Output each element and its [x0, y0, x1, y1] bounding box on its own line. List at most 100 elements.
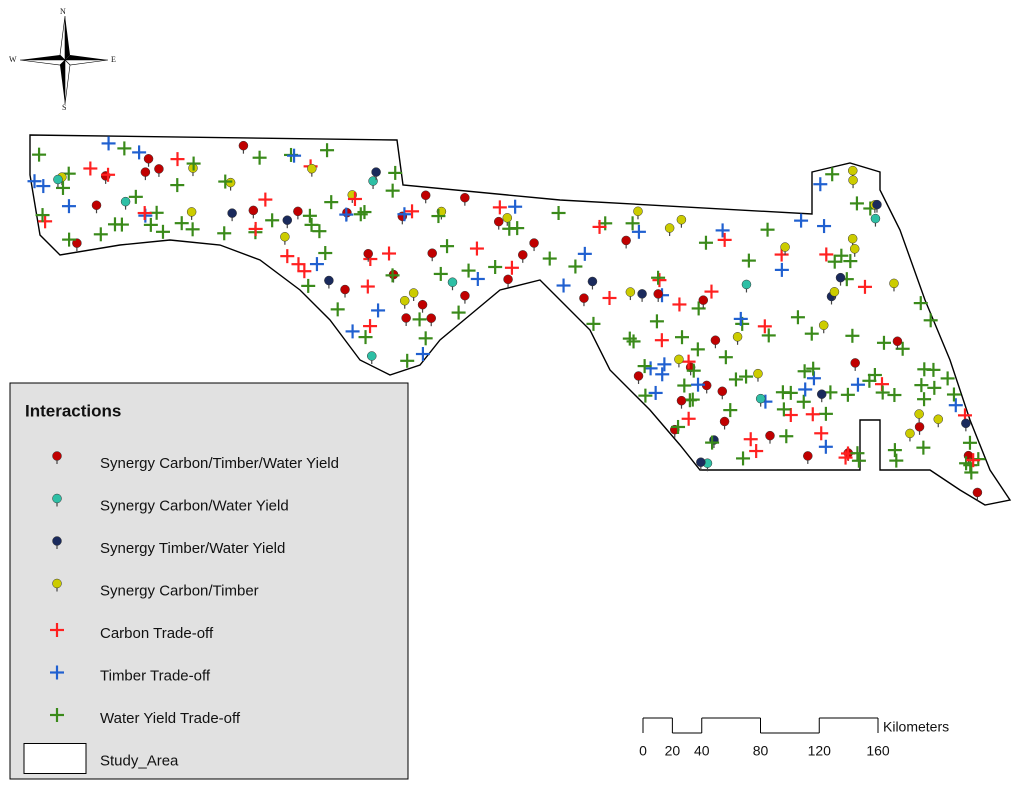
legend-label: Synergy Carbon/Water Yield [100, 497, 289, 514]
pin-head [961, 418, 971, 429]
markers [27, 136, 986, 501]
scale-label: 20 [665, 743, 681, 759]
pin-head [140, 167, 151, 177]
pin-head [282, 215, 293, 225]
legend-label: Synergy Timber/Water Yield [100, 540, 285, 557]
legend-label: Synergy Carbon/Timber [100, 582, 259, 599]
pin-head [52, 451, 62, 461]
legend-label: Carbon Trade-off [100, 625, 214, 642]
pin-head [848, 175, 858, 185]
pin-head [732, 332, 743, 342]
compass-label: N [60, 7, 66, 16]
pin-head [972, 487, 983, 498]
pin-head [719, 416, 730, 427]
pin-head [401, 313, 411, 323]
pin-head [460, 290, 470, 301]
pin-head [741, 279, 752, 290]
pin-head [587, 276, 598, 287]
pin-head [186, 207, 197, 217]
pin-head [368, 176, 378, 186]
pin-head [698, 295, 709, 305]
pin-head [835, 272, 846, 283]
pin-head [248, 205, 259, 216]
pin-head [52, 536, 62, 546]
pin-head [340, 284, 350, 295]
pin-head [493, 216, 504, 227]
pin-head [914, 422, 925, 432]
pin-head [426, 313, 436, 323]
pin-head [324, 275, 334, 286]
pin-head [579, 293, 589, 303]
compass-label: E [111, 55, 116, 64]
pin-head [914, 409, 924, 419]
pin-head [872, 199, 882, 210]
pin-head [154, 164, 164, 174]
pin-head [52, 493, 62, 504]
pin-head [420, 190, 431, 201]
scale-label: 0 [639, 743, 647, 759]
pin-head [829, 287, 840, 297]
pin-head [307, 163, 317, 174]
pin-head [529, 238, 539, 248]
legend-label: Water Yield Trade-off [100, 710, 241, 727]
legend-label: Synergy Carbon/Timber/Water Yield [100, 455, 339, 472]
pin-head [848, 165, 858, 176]
pin-head [621, 235, 631, 246]
pin-head [427, 248, 437, 258]
pin-head [371, 167, 381, 177]
pin-head [755, 393, 766, 404]
pin-head [367, 351, 377, 361]
pin-head [765, 430, 775, 441]
pin-head [816, 389, 827, 399]
pin-head [892, 336, 903, 347]
legend: Synergy Carbon/Timber/Water Yield Synergy… [23, 451, 339, 774]
compass-label: S [62, 103, 66, 112]
pin-head [91, 200, 102, 210]
pin-head [870, 213, 881, 224]
pin-head [803, 451, 813, 461]
pin-head [653, 289, 663, 299]
legend-title: Interactions [25, 401, 121, 420]
scale-label: 40 [694, 743, 710, 759]
pin-head [710, 335, 721, 346]
pin-head [120, 196, 131, 207]
pin-head [849, 244, 860, 254]
compass-label: W [9, 55, 17, 64]
legend-label: Timber Trade-off [100, 667, 211, 684]
pin-head [676, 214, 687, 225]
pin-head [399, 295, 410, 306]
legend-box [9, 382, 409, 780]
study-area [29, 134, 1012, 506]
scale-bar: 0 20 40 80 120 160 Kilometers [639, 717, 949, 759]
compass: N S E W [9, 7, 116, 112]
pin-head [847, 233, 858, 244]
scale-label: 160 [866, 743, 890, 759]
pin-head [753, 368, 763, 379]
pin-head [503, 274, 513, 285]
pin-head [417, 299, 428, 310]
pin-head [72, 238, 82, 248]
pin-head [696, 457, 706, 467]
scale-label: 80 [753, 743, 769, 759]
pin-head [52, 578, 62, 589]
pin-head [933, 414, 944, 424]
pin-head [625, 287, 636, 297]
pin-head [818, 320, 829, 330]
pin-head [280, 232, 290, 242]
pin-head [637, 289, 647, 299]
pin-head [676, 395, 687, 406]
scale-unit: Kilometers [883, 719, 949, 735]
pin-head [518, 250, 528, 260]
legend-swatch [23, 743, 87, 774]
pin-head [905, 428, 915, 439]
pin-head [850, 358, 860, 368]
pin-head [460, 192, 470, 203]
pin-head [363, 248, 373, 259]
pin-head [889, 278, 899, 289]
pin-head [674, 354, 684, 365]
pin-head [293, 206, 303, 217]
pin-head [633, 371, 644, 381]
pin-head [408, 288, 419, 298]
